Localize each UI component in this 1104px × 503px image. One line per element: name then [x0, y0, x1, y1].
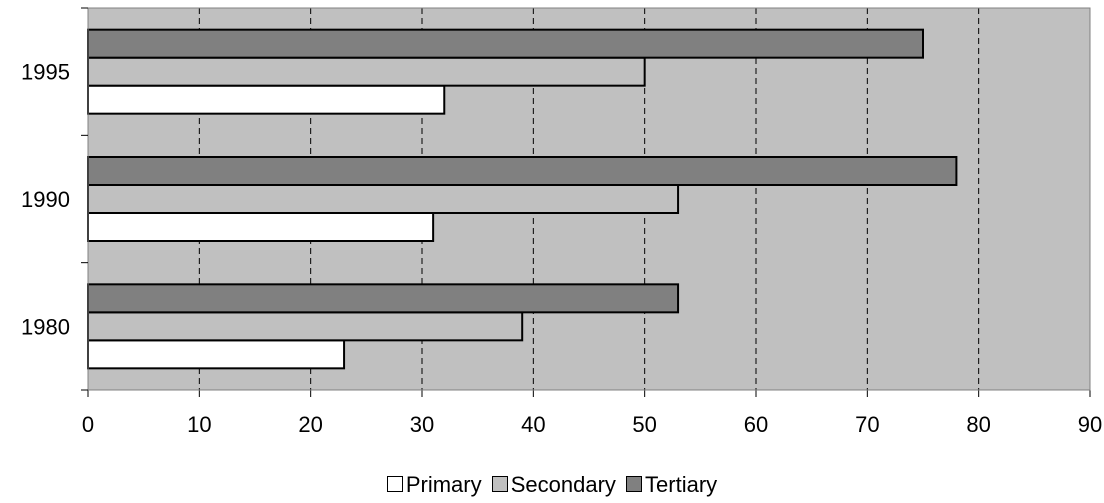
legend: Primary Secondary Tertiary: [0, 472, 1104, 498]
y-axis-tick-labels: 1980 1990 1995: [21, 60, 70, 340]
legend-swatch-primary: [386, 476, 403, 492]
x-tick-label-10: 10: [187, 412, 211, 437]
bar-tertiary-1990: [87, 156, 958, 186]
y-tick-label-1980: 1980: [21, 314, 70, 339]
x-tick-label-80: 80: [966, 412, 990, 437]
legend-label-secondary: Secondary: [510, 472, 616, 497]
x-tick-label-0: 0: [82, 412, 94, 437]
legend-item-tertiary: Tertiary: [626, 472, 717, 498]
bar-primary-1995: [87, 84, 446, 115]
x-axis-tick-labels: 0 10 20 30 40 50 60 70 80 90: [82, 412, 1102, 437]
bars: [87, 28, 958, 370]
bar-tertiary-1995: [87, 28, 924, 59]
legend-label-tertiary: Tertiary: [645, 472, 718, 497]
axes: [81, 7, 1091, 397]
legend-label-primary: Primary: [405, 472, 482, 497]
x-tick-label-30: 30: [410, 412, 434, 437]
legend-item-secondary: Secondary: [491, 472, 616, 498]
bar-primary-1980: [87, 339, 346, 370]
plot-border: [87, 7, 1091, 391]
legend-swatch-tertiary: [626, 476, 643, 492]
bar-secondary-1995: [87, 56, 646, 87]
x-tick-label-40: 40: [521, 412, 545, 437]
x-tick-label-90: 90: [1078, 412, 1102, 437]
bar-primary-1990: [87, 212, 435, 242]
legend-item-primary: Primary: [386, 472, 482, 498]
bar-tertiary-1980: [87, 283, 680, 314]
legend-swatch-secondary: [491, 476, 508, 492]
x-tick-label-60: 60: [744, 412, 768, 437]
x-tick-label-70: 70: [855, 412, 879, 437]
bar-secondary-1980: [87, 311, 524, 342]
x-tick-label-20: 20: [298, 412, 322, 437]
y-tick-label-1990: 1990: [21, 187, 70, 212]
bar-secondary-1990: [87, 184, 680, 214]
y-tick-label-1995: 1995: [21, 60, 70, 85]
x-tick-label-50: 50: [632, 412, 656, 437]
